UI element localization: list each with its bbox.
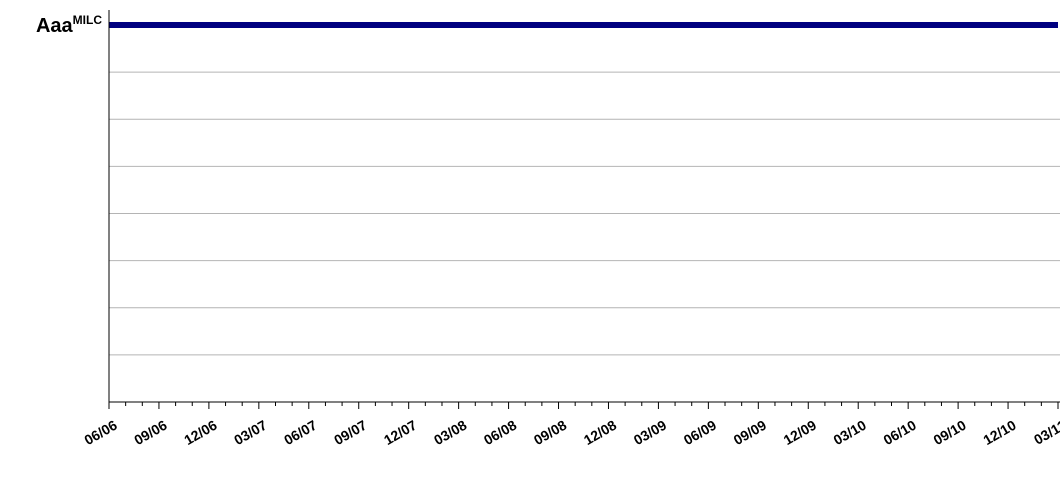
x-tick-label: 09/06 [131, 417, 170, 448]
x-tick-label: 12/07 [381, 417, 420, 448]
x-tick-label: 06/07 [281, 417, 320, 448]
x-tick-labels: 06/06 09/06 12/06 03/07 06/07 09/07 12/07 03/08… [81, 417, 1060, 448]
y-tick-label: AaaMILC [36, 13, 102, 37]
gridlines [109, 71, 1060, 356]
x-tick-label: 03/10 [831, 417, 870, 448]
x-tick-label: 09/09 [731, 417, 770, 448]
x-tick-label: 06/09 [681, 417, 720, 448]
x-tick-label: 06/06 [81, 417, 120, 448]
axes [108, 10, 1060, 409]
x-tick-label: 06/10 [881, 417, 920, 448]
x-tick-label: 12/10 [980, 417, 1019, 448]
y-tick-labels: AaaMILC [36, 13, 102, 37]
x-tick-label: 12/06 [181, 417, 220, 448]
x-tick-label: 03/07 [231, 417, 270, 448]
x-tick-label: 06/08 [481, 417, 520, 448]
x-tick-label: 09/10 [930, 417, 969, 448]
x-tick-label: 03/11 [1031, 417, 1060, 448]
x-tick-label: 09/08 [531, 417, 570, 448]
x-tick-label: 12/09 [781, 417, 820, 448]
x-tick-label: 12/08 [581, 417, 620, 448]
x-tick-label: 03/08 [431, 417, 470, 448]
x-tick-label: 03/09 [631, 417, 670, 448]
x-tick-label: 09/07 [331, 417, 370, 448]
